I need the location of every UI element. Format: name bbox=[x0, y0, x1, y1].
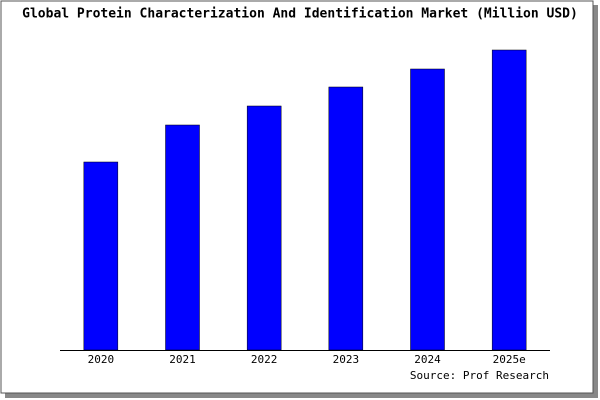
chart-title: Global Protein Characterization And Iden… bbox=[22, 7, 578, 22]
x-tick-label: 2022 bbox=[251, 353, 278, 366]
bar bbox=[491, 49, 527, 351]
bar bbox=[165, 124, 200, 351]
x-tick-label: 2023 bbox=[333, 353, 360, 366]
source-note: Source: Prof Research bbox=[410, 369, 549, 382]
x-tick-label: 2025e bbox=[493, 353, 526, 366]
bar bbox=[410, 68, 445, 351]
bar bbox=[83, 161, 119, 351]
bar bbox=[328, 86, 364, 351]
x-tick-label: 2021 bbox=[169, 353, 196, 366]
x-tick-label: 2024 bbox=[414, 353, 441, 366]
bar bbox=[246, 105, 282, 351]
x-tick-label: 2020 bbox=[88, 353, 115, 366]
